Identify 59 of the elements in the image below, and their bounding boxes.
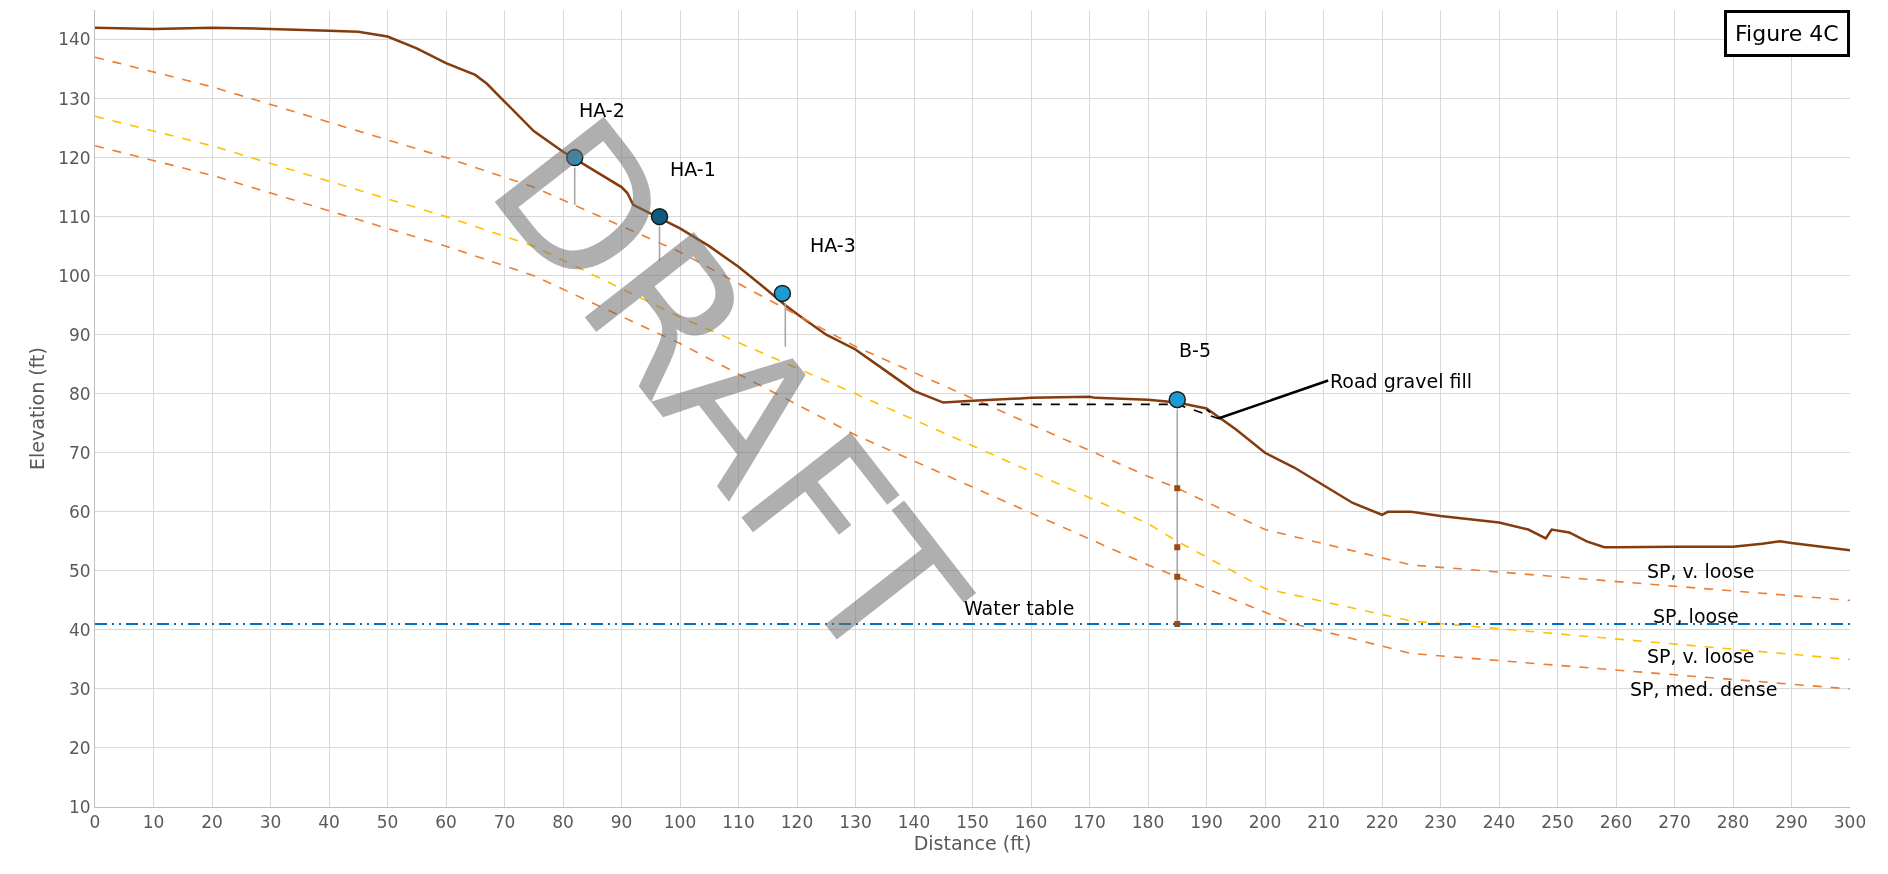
x-tick-label: 150 bbox=[956, 812, 989, 833]
y-axis-title: Elevation (ft) bbox=[26, 347, 48, 470]
y-tick-label: 90 bbox=[68, 324, 91, 345]
x-tick-label: 270 bbox=[1658, 812, 1691, 833]
y-tick-label: 130 bbox=[58, 88, 91, 109]
x-tick-label: 100 bbox=[663, 812, 697, 833]
point bbox=[1174, 620, 1181, 627]
x-tick-label: 300 bbox=[1833, 812, 1867, 833]
annotation: SP, v. loose bbox=[1647, 560, 1755, 582]
x-tick-label: 290 bbox=[1775, 812, 1808, 833]
x-tick-label: 20 bbox=[201, 812, 223, 833]
y-tick-label: 40 bbox=[68, 619, 91, 640]
x-tick-label: 240 bbox=[1482, 812, 1516, 833]
x-tick-label: 70 bbox=[493, 812, 516, 833]
x-tick-label: 220 bbox=[1365, 812, 1399, 833]
x-tick-label: 0 bbox=[89, 812, 101, 833]
y-tick-label: 140 bbox=[58, 29, 91, 50]
x-tick-label: 260 bbox=[1599, 812, 1633, 833]
annotation: B-5 bbox=[1179, 339, 1211, 361]
point bbox=[1168, 390, 1186, 409]
x-tick-label: 160 bbox=[1014, 812, 1048, 833]
annotation: Figure 4C bbox=[1735, 21, 1839, 46]
y-tick-label: 10 bbox=[68, 796, 91, 817]
y-tick-label: 50 bbox=[68, 560, 91, 581]
x-tick-label: 90 bbox=[610, 812, 633, 833]
x-tick-label: 120 bbox=[780, 812, 814, 833]
y-tick-label: 30 bbox=[68, 678, 91, 699]
x-tick-label: 140 bbox=[897, 812, 931, 833]
x-tick-label: 40 bbox=[318, 812, 340, 833]
x-tick-label: 10 bbox=[142, 812, 165, 833]
x-tick-label: 180 bbox=[1131, 812, 1165, 833]
y-tick-label: 80 bbox=[68, 383, 91, 404]
annotation: SP, v. loose bbox=[1647, 645, 1755, 667]
x-tick-label: 50 bbox=[376, 812, 399, 833]
annotation: SP, med. dense bbox=[1630, 678, 1778, 700]
x-tick-label: 210 bbox=[1307, 812, 1340, 833]
y-tick-label: 20 bbox=[68, 737, 91, 758]
point bbox=[1174, 573, 1181, 580]
x-tick-label: 30 bbox=[259, 812, 282, 833]
annotation: SP, loose bbox=[1653, 605, 1739, 627]
x-tick-label: 230 bbox=[1424, 812, 1457, 833]
y-tick-label: 120 bbox=[58, 147, 91, 168]
x-tick-label: 130 bbox=[839, 812, 872, 833]
x-tick-label: 250 bbox=[1541, 812, 1574, 833]
annotation: Road gravel fill bbox=[1330, 370, 1473, 392]
y-tick-label: 100 bbox=[58, 265, 91, 286]
point bbox=[1174, 544, 1181, 551]
x-tick-label: 200 bbox=[1248, 812, 1282, 833]
point bbox=[1174, 485, 1181, 492]
x-tick-label: 190 bbox=[1190, 812, 1223, 833]
x-tick-label: 60 bbox=[435, 812, 457, 833]
x-tick-label: 80 bbox=[552, 812, 574, 833]
x-tick-label: 280 bbox=[1716, 812, 1750, 833]
y-tick-label: 110 bbox=[58, 206, 91, 227]
y-tick-label: 70 bbox=[68, 442, 91, 463]
x-tick-label: 170 bbox=[1073, 812, 1106, 833]
x-axis-title: Distance (ft) bbox=[913, 832, 1032, 855]
y-tick-label: 60 bbox=[68, 501, 91, 522]
x-tick-label: 110 bbox=[722, 812, 755, 833]
